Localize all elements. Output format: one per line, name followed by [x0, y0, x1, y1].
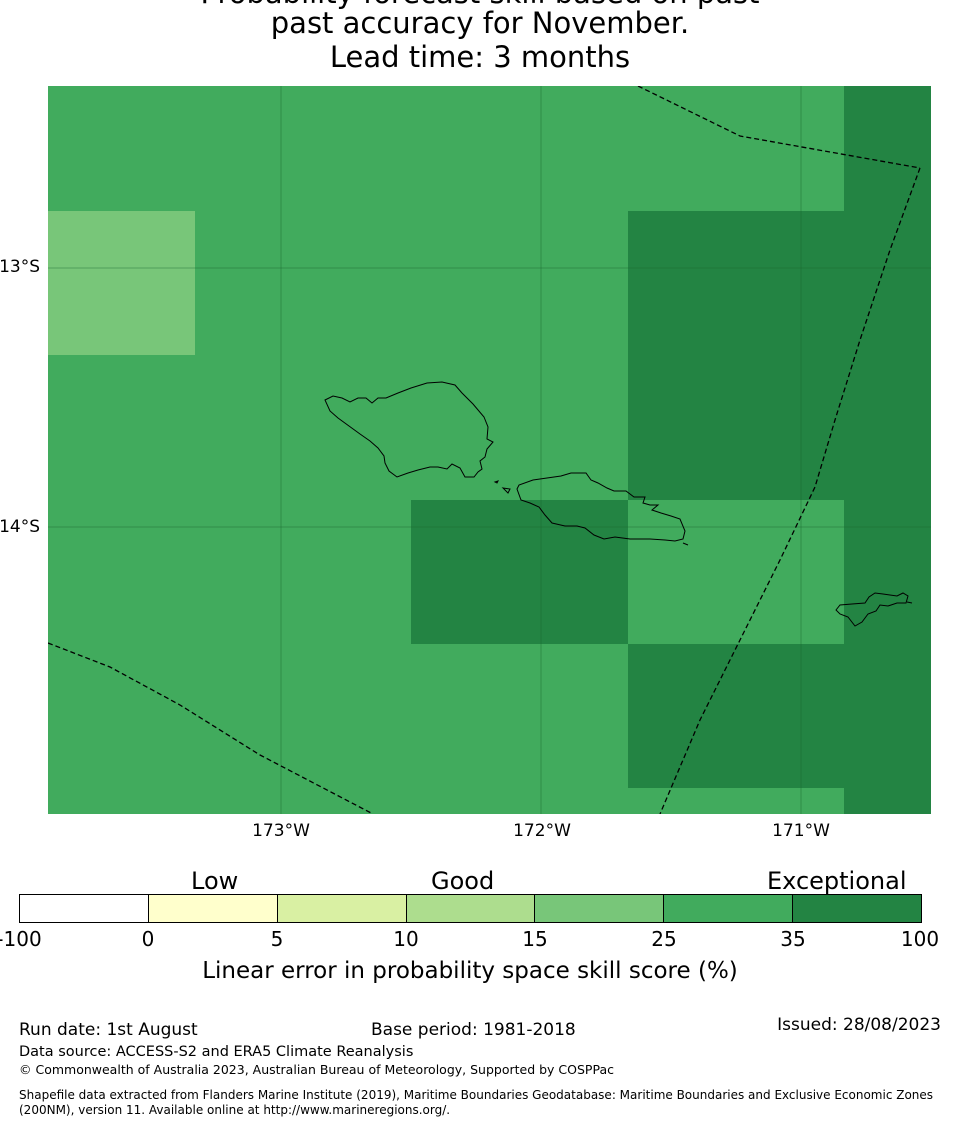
legend-category-exceptional: Exceptional [767, 867, 907, 895]
eez-boundary-north [637, 86, 921, 169]
colorbar-swatch-5 [535, 895, 665, 922]
islet-nuutele [682, 542, 689, 546]
island-upolu [516, 472, 686, 542]
colorbar-swatch-7 [793, 895, 922, 922]
map-title-line-3: Lead time: 3 months [329, 40, 631, 74]
lon-label-171w: 171°W [772, 821, 830, 841]
colorbar-swatch-6 [664, 895, 794, 922]
skill-cell-exceptional-northeast [628, 211, 844, 500]
colorbar [19, 894, 922, 923]
colorbar-swatch-4 [406, 895, 536, 922]
skill-cell-exceptional-east-column [844, 86, 931, 814]
skill-cell-exceptional-central-south [411, 500, 628, 644]
skill-grid [48, 86, 931, 814]
run-date: Run date: 1st August [19, 1020, 198, 1040]
colorbar-swatch-2 [148, 895, 278, 922]
issued-date: Issued: 28/08/2023 [777, 1015, 941, 1035]
islet-apolima [493, 480, 499, 484]
skill-cell-exceptional-southeast [628, 644, 844, 788]
copyright: © Commonwealth of Australia 2023, Austra… [19, 1062, 614, 1077]
legend-category-good: Good [431, 867, 495, 895]
colorbar-swatch-1 [20, 895, 149, 922]
colorbar-tick-minus100: -100 [0, 927, 42, 951]
skill-map [48, 86, 931, 814]
lon-label-173w: 173°W [252, 821, 310, 841]
islet-manono [501, 487, 511, 494]
colorbar-tick-5: 5 [270, 927, 284, 951]
lon-label-172w: 172°W [513, 821, 571, 841]
map-title-line-1: Probability forecast skill based on past [0, 0, 960, 10]
graticule [48, 86, 931, 814]
colorbar-tick-25: 25 [651, 927, 677, 951]
map-title-line-2: past accuracy for November. [270, 6, 690, 40]
eez-boundary-southwest [48, 642, 374, 814]
islet-aunuu [906, 601, 913, 604]
skill-cell-good-low-west [48, 211, 195, 355]
shapefile-credit-line-1: Shapefile data extracted from Flanders M… [19, 1088, 934, 1102]
island-tutuila [835, 592, 909, 627]
colorbar-tick-100: 100 [900, 927, 940, 951]
lat-label-14s: 14°S [0, 517, 40, 537]
colorbar-tick-0: 0 [141, 927, 155, 951]
colorbar-tick-10: 10 [393, 927, 419, 951]
island-savaii [324, 381, 494, 478]
legend-category-low: Low [191, 867, 239, 895]
maritime-boundaries [48, 86, 921, 814]
colorbar-tick-15: 15 [522, 927, 548, 951]
colorbar-caption: Linear error in probability space skill … [202, 958, 738, 984]
islands [324, 381, 913, 627]
base-period: Base period: 1981-2018 [371, 1020, 576, 1040]
data-source: Data source: ACCESS-S2 and ERA5 Climate … [19, 1044, 414, 1060]
colorbar-tick-35: 35 [780, 927, 806, 951]
colorbar-swatch-3 [277, 895, 407, 922]
shapefile-credit-line-2: (200NM), version 11. Available online at… [19, 1103, 451, 1117]
lat-label-13s: 13°S [0, 257, 40, 277]
